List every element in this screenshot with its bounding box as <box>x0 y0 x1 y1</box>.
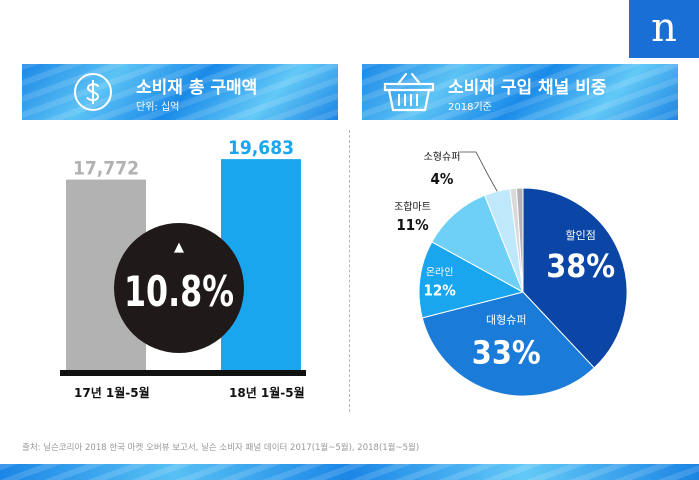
channel-share-banner: 소비재 구입 채널 비중 2018기준 <box>362 64 678 120</box>
pie-label-1: 할인점 <box>565 229 595 242</box>
pie-slice-4 <box>431 194 524 294</box>
bar-baseline <box>60 370 306 376</box>
source-note: 출처: 닐슨코리아 2018 한국 마켓 오버뷰 보고서, 닐슨 소비자 패널 … <box>22 443 420 453</box>
channel-share-basis: 2018기준 <box>448 102 492 113</box>
bottom-decorative-strip <box>0 464 699 480</box>
pie-value-5: 4% <box>431 170 454 188</box>
dollar-circle-icon <box>74 73 112 111</box>
pie-label-4: 조합마트 <box>394 201 431 213</box>
pie-value-2: 33% <box>472 334 541 372</box>
pie-leader-line <box>460 151 498 192</box>
pie-slice-7 <box>515 187 524 293</box>
growth-circle <box>114 223 244 353</box>
total-purchase-banner: 소비재 총 구매액 단위: 십억 <box>22 64 338 120</box>
brand-logo: n <box>629 0 699 58</box>
total-purchase-title: 소비재 총 구매액 <box>136 78 258 98</box>
channel-share-pie-chart: 할인점 38% 대형슈퍼 33% 온라인 12% 조합마트 11% 소형슈퍼 4% <box>394 151 628 397</box>
bar-category-label-1: 17년 1월-5월 <box>74 385 150 400</box>
total-purchase-unit: 단위: 십억 <box>136 102 180 113</box>
pie-slice-3 <box>418 241 525 319</box>
channel-share-title: 소비재 구입 채널 비중 <box>448 78 607 98</box>
bar-value-label-2: 19,683 <box>228 137 294 159</box>
growth-percentage: 10.8% <box>124 267 234 316</box>
pie-label-5: 소형슈퍼 <box>424 151 461 163</box>
pie-value-4: 11% <box>396 216 429 234</box>
logo-letter: n <box>651 5 677 51</box>
pie-label-2: 대형슈퍼 <box>486 314 526 327</box>
total-purchase-bar-chart: 17,772 17년 1월-5월 19,683 18년 1월-5월 ▲ 10.8% <box>60 137 306 400</box>
pie-slice-1 <box>522 187 628 369</box>
pie-value-3: 12% <box>424 281 457 299</box>
growth-arrow-icon: ▲ <box>174 240 184 255</box>
bar-category-label-2: 18년 1월-5월 <box>229 385 305 400</box>
shopping-basket-icon <box>383 72 435 112</box>
pie-value-1: 38% <box>546 247 615 285</box>
bar-value-label-1: 17,772 <box>73 158 139 180</box>
pie-slice-2 <box>421 291 595 397</box>
panel-divider <box>349 130 350 412</box>
pie-label-3: 온라인 <box>426 266 454 278</box>
